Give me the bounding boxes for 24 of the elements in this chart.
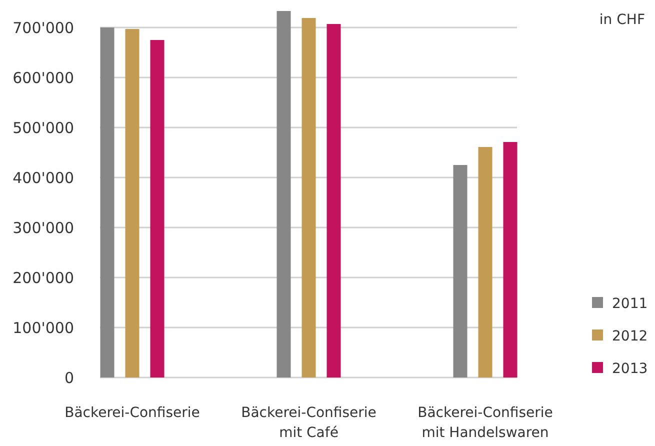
y-tick-label: 200'000 [12, 268, 74, 287]
y-tick-label: 100'000 [12, 318, 74, 337]
bar [125, 29, 140, 378]
y-tick-label: 600'000 [12, 68, 74, 87]
bar [276, 11, 291, 378]
legend-label: 2011 [612, 296, 648, 312]
legend-label: 2013 [612, 360, 648, 377]
y-tick-label: 400'000 [12, 168, 74, 187]
y-tick-label: 0 [64, 368, 74, 387]
y-tick-label: 700'000 [12, 18, 74, 37]
bar [302, 18, 316, 378]
y-tick-label: 500'000 [12, 118, 74, 137]
x-tick-label: Bäckerei-Confiserie mit Café [241, 405, 376, 441]
bar [326, 24, 341, 378]
bar [453, 165, 468, 378]
text: in CHF [599, 12, 645, 28]
x-tick-label: Bäckerei-Confiserie [64, 405, 200, 421]
bar [100, 28, 114, 378]
y-tick-label: 300'000 [12, 218, 74, 237]
bar [503, 142, 518, 378]
bar [150, 40, 164, 378]
bar [478, 147, 492, 378]
legend-label: 2012 [612, 328, 648, 344]
x-tick-label: Bäckerei-Confiserie mit Handelswaren [418, 405, 553, 441]
